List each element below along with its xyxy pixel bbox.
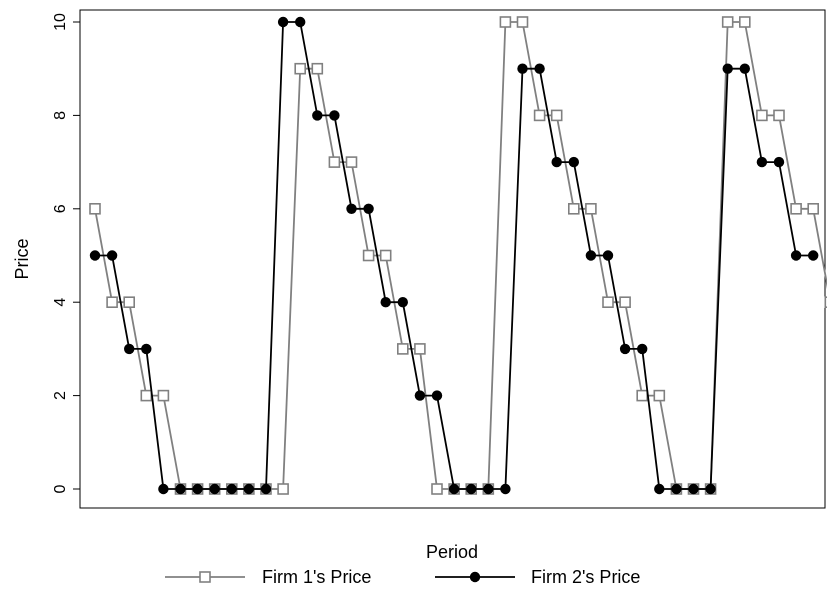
point-firm-2-1 [89, 250, 101, 261]
point-firm-1-3 [123, 296, 135, 309]
point-firm-1-16 [345, 156, 358, 168]
point-firm-2-22 [448, 483, 460, 495]
point-firm-2-10 [243, 483, 255, 495]
point-firm-2-27 [534, 63, 545, 74]
point-firm-1-40 [756, 109, 768, 122]
y-tick-label-6: 6 [52, 204, 69, 213]
series-firm-1 [89, 16, 827, 495]
point-firm-2-26 [517, 63, 528, 74]
point-firm-1-33 [636, 389, 649, 402]
point-firm-2-28 [551, 156, 562, 168]
point-firm-1-4 [140, 389, 153, 402]
point-firm-1-31 [602, 296, 614, 309]
point-firm-2-38 [722, 63, 733, 74]
point-firm-2-42 [790, 250, 802, 261]
point-firm-1-30 [585, 203, 597, 215]
y-tick-label-2: 2 [52, 391, 69, 400]
point-firm-1-19 [396, 343, 409, 355]
point-firm-2-3 [124, 343, 135, 355]
point-firm-1-41 [773, 109, 785, 122]
y-axis-title: Price [12, 238, 32, 279]
point-firm-2-18 [380, 297, 391, 308]
point-firm-2-36 [688, 483, 699, 495]
y-tick-label-8: 8 [52, 111, 69, 120]
series-line-firm-1 [94, 21, 827, 490]
point-firm-2-13 [295, 16, 306, 28]
plot-frame [79, 9, 826, 509]
point-firm-2-20 [414, 390, 426, 401]
point-firm-1-26 [516, 16, 529, 28]
point-firm-1-5 [157, 389, 170, 402]
point-firm-1-14 [311, 62, 324, 75]
y-tick-label-4: 4 [52, 298, 69, 307]
point-firm-2-14 [312, 110, 323, 121]
legend-marker-firm-2 [469, 571, 481, 583]
point-firm-2-12 [277, 16, 289, 28]
point-firm-2-24 [483, 483, 494, 495]
point-firm-2-16 [346, 203, 357, 214]
point-firm-2-33 [637, 343, 648, 355]
point-firm-1-20 [414, 343, 426, 355]
legend-label-firm-1: Firm 1's Price [262, 567, 371, 587]
legend: Firm 1's Price Firm 2's Price [165, 567, 640, 587]
point-firm-1-43 [807, 203, 820, 215]
series-line-firm-2 [95, 21, 814, 490]
point-firm-1-12 [277, 483, 289, 495]
legend-label-firm-2: Firm 2's Price [531, 567, 640, 587]
point-firm-1-1 [89, 203, 101, 215]
point-firm-1-28 [550, 109, 563, 122]
point-firm-1-39 [738, 16, 751, 28]
point-firm-2-29 [568, 156, 579, 168]
point-firm-1-29 [567, 203, 580, 215]
point-firm-2-17 [363, 203, 374, 214]
point-firm-1-38 [721, 16, 734, 28]
point-firm-1-25 [499, 16, 512, 28]
point-firm-2-6 [175, 483, 186, 495]
point-firm-1-44 [824, 296, 827, 309]
point-firm-2-35 [671, 483, 682, 495]
point-firm-2-43 [808, 250, 819, 261]
y-tick-label-0: 0 [52, 484, 69, 493]
point-firm-1-34 [653, 389, 666, 402]
point-firm-1-27 [533, 109, 546, 122]
series-firm-2 [89, 16, 819, 495]
point-firm-2-39 [739, 63, 750, 74]
point-firm-2-2 [106, 250, 118, 261]
series-layer [89, 16, 827, 495]
point-firm-1-2 [106, 296, 118, 309]
x-axis-title: Period [426, 542, 478, 562]
point-firm-2-8 [209, 483, 220, 495]
point-firm-2-9 [226, 483, 237, 495]
point-firm-2-31 [602, 250, 614, 261]
point-firm-2-40 [756, 156, 768, 168]
point-firm-2-30 [585, 250, 597, 261]
point-firm-2-25 [500, 483, 511, 495]
point-firm-2-5 [158, 483, 169, 495]
point-firm-1-13 [294, 62, 307, 75]
point-firm-2-11 [260, 483, 272, 495]
point-firm-2-21 [431, 390, 443, 401]
y-tick-label-10: 10 [52, 13, 69, 31]
point-firm-1-42 [790, 203, 802, 215]
point-firm-2-34 [654, 483, 665, 495]
point-firm-2-7 [192, 483, 203, 495]
point-firm-2-19 [397, 297, 408, 308]
point-firm-1-21 [431, 483, 443, 495]
point-firm-1-18 [379, 249, 392, 262]
point-firm-2-41 [773, 156, 785, 168]
y-axis: 0 2 4 6 8 10 [52, 13, 80, 493]
point-firm-2-37 [705, 483, 716, 495]
point-firm-1-17 [362, 249, 375, 262]
legend-marker-firm-1 [199, 571, 211, 583]
point-firm-2-23 [466, 483, 477, 495]
point-firm-2-15 [329, 110, 340, 121]
point-firm-1-32 [619, 296, 631, 309]
point-firm-2-4 [141, 343, 152, 355]
point-firm-1-15 [328, 156, 341, 168]
point-firm-2-32 [619, 343, 631, 355]
